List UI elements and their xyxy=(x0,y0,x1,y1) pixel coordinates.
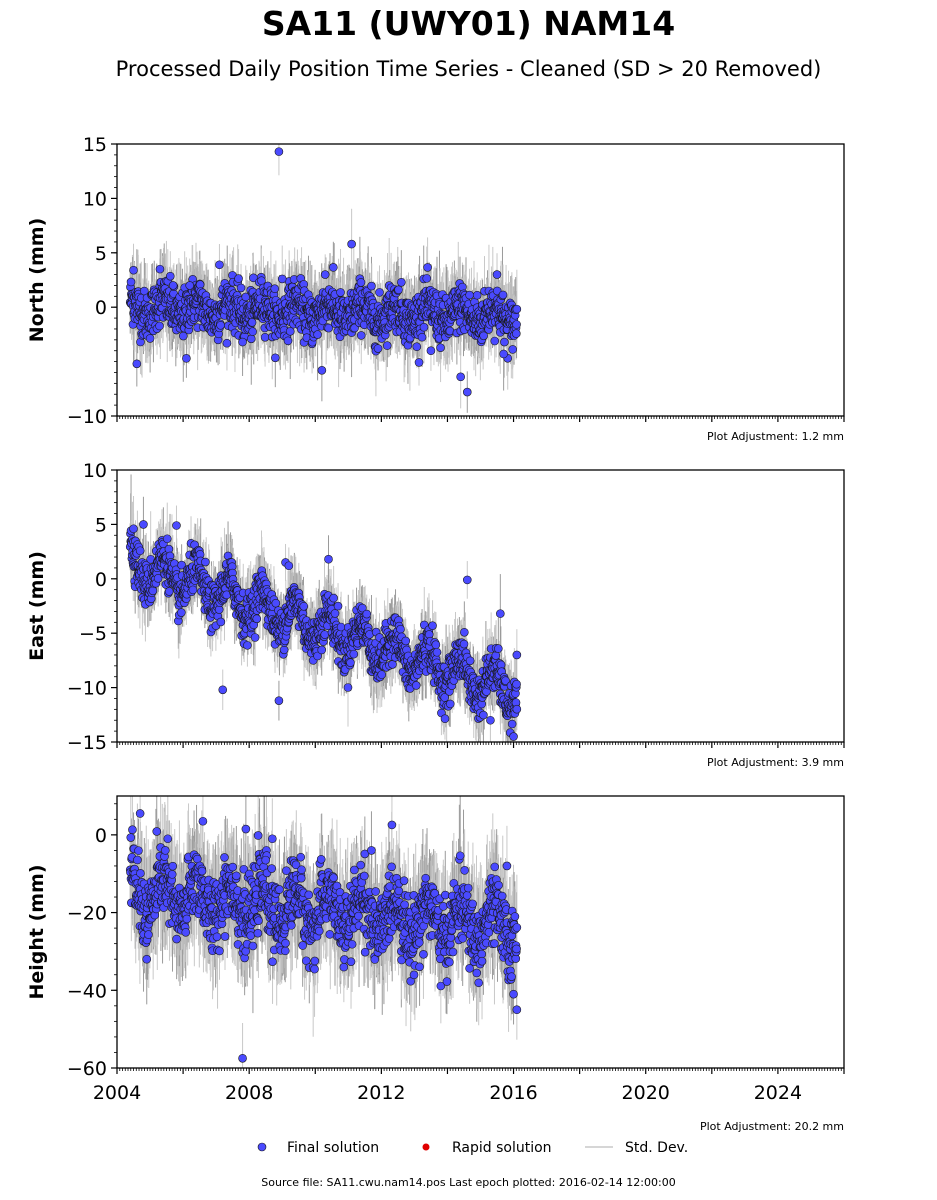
data-point xyxy=(177,608,186,617)
data-point xyxy=(271,353,280,363)
data-point xyxy=(511,329,521,338)
data-point xyxy=(155,321,164,331)
data-point xyxy=(499,349,508,359)
data-point xyxy=(382,341,392,350)
data-point xyxy=(347,239,356,249)
north-panel: 15 10 5 0 −10 North (mm) Plot Adjustment: 1.2 … xyxy=(26,134,845,443)
data-point xyxy=(126,277,136,287)
data-point xyxy=(508,345,518,354)
data-point xyxy=(165,271,175,281)
data-point xyxy=(320,270,330,279)
data-point xyxy=(243,641,252,650)
data-point xyxy=(419,322,429,332)
y-tick-label: 15 xyxy=(83,134,107,156)
data-point xyxy=(236,283,246,293)
data-point xyxy=(436,343,445,353)
data-point xyxy=(222,338,232,348)
data-point xyxy=(238,337,247,347)
data-point xyxy=(177,560,186,570)
data-point xyxy=(426,346,436,356)
page-subtitle: Processed Daily Position Time Series - C… xyxy=(115,57,822,81)
data-point xyxy=(367,281,376,291)
data-point xyxy=(329,263,338,272)
data-point xyxy=(422,274,432,283)
data-point xyxy=(356,278,366,287)
data-point xyxy=(414,358,424,367)
data-point xyxy=(462,387,472,397)
y-tick-label: 5 xyxy=(95,243,107,265)
final-solution-points xyxy=(125,520,522,741)
data-point xyxy=(248,327,257,336)
data-point xyxy=(185,281,194,290)
data-point xyxy=(498,290,508,300)
data-point xyxy=(512,304,522,314)
final-solution-points xyxy=(125,147,522,397)
data-point xyxy=(313,330,322,339)
data-point xyxy=(274,147,284,156)
data-point xyxy=(283,336,293,346)
data-point xyxy=(423,263,432,272)
page-title: SA11 (UWY01) NAM14 xyxy=(261,4,676,43)
data-point xyxy=(182,354,191,363)
y-tick-label: 10 xyxy=(83,188,107,210)
data-point xyxy=(247,318,257,327)
data-point xyxy=(512,320,521,329)
data-point xyxy=(373,344,383,353)
plot-area xyxy=(125,474,522,742)
data-point xyxy=(465,290,474,300)
data-point xyxy=(129,265,138,275)
data-point xyxy=(216,617,226,627)
data-point xyxy=(394,285,403,295)
data-point xyxy=(135,546,145,556)
data-point xyxy=(417,332,427,342)
data-point xyxy=(500,337,509,347)
data-point xyxy=(456,372,465,382)
y-tick-label: −10 xyxy=(67,406,107,428)
data-point xyxy=(260,332,270,342)
data-point xyxy=(285,327,295,336)
y-tick-label: 0 xyxy=(95,297,107,319)
data-point xyxy=(168,281,178,290)
data-point xyxy=(336,288,345,297)
data-point xyxy=(277,274,287,284)
data-point xyxy=(472,290,482,300)
data-point xyxy=(155,264,165,274)
data-point xyxy=(479,331,488,341)
plot-area xyxy=(125,144,522,413)
data-point xyxy=(317,366,327,375)
data-point xyxy=(188,585,198,595)
data-point xyxy=(153,574,163,583)
data-point xyxy=(492,270,502,279)
data-point xyxy=(270,284,280,294)
data-point xyxy=(324,323,333,333)
data-point xyxy=(201,557,210,567)
data-point xyxy=(164,587,174,596)
data-point xyxy=(148,586,158,596)
plot-adjustment: Plot Adjustment: 1.2 mm xyxy=(707,430,844,443)
data-point xyxy=(234,274,243,283)
data-point xyxy=(215,260,224,270)
data-point xyxy=(216,320,225,330)
data-point xyxy=(397,277,406,287)
data-point xyxy=(490,336,500,346)
data-point xyxy=(356,331,366,340)
data-point xyxy=(375,288,384,297)
y-axis-label: North (mm) xyxy=(26,218,48,343)
data-point xyxy=(162,534,172,544)
data-point xyxy=(246,334,256,344)
data-point xyxy=(412,342,422,352)
data-point xyxy=(145,334,155,343)
data-point xyxy=(132,359,142,369)
